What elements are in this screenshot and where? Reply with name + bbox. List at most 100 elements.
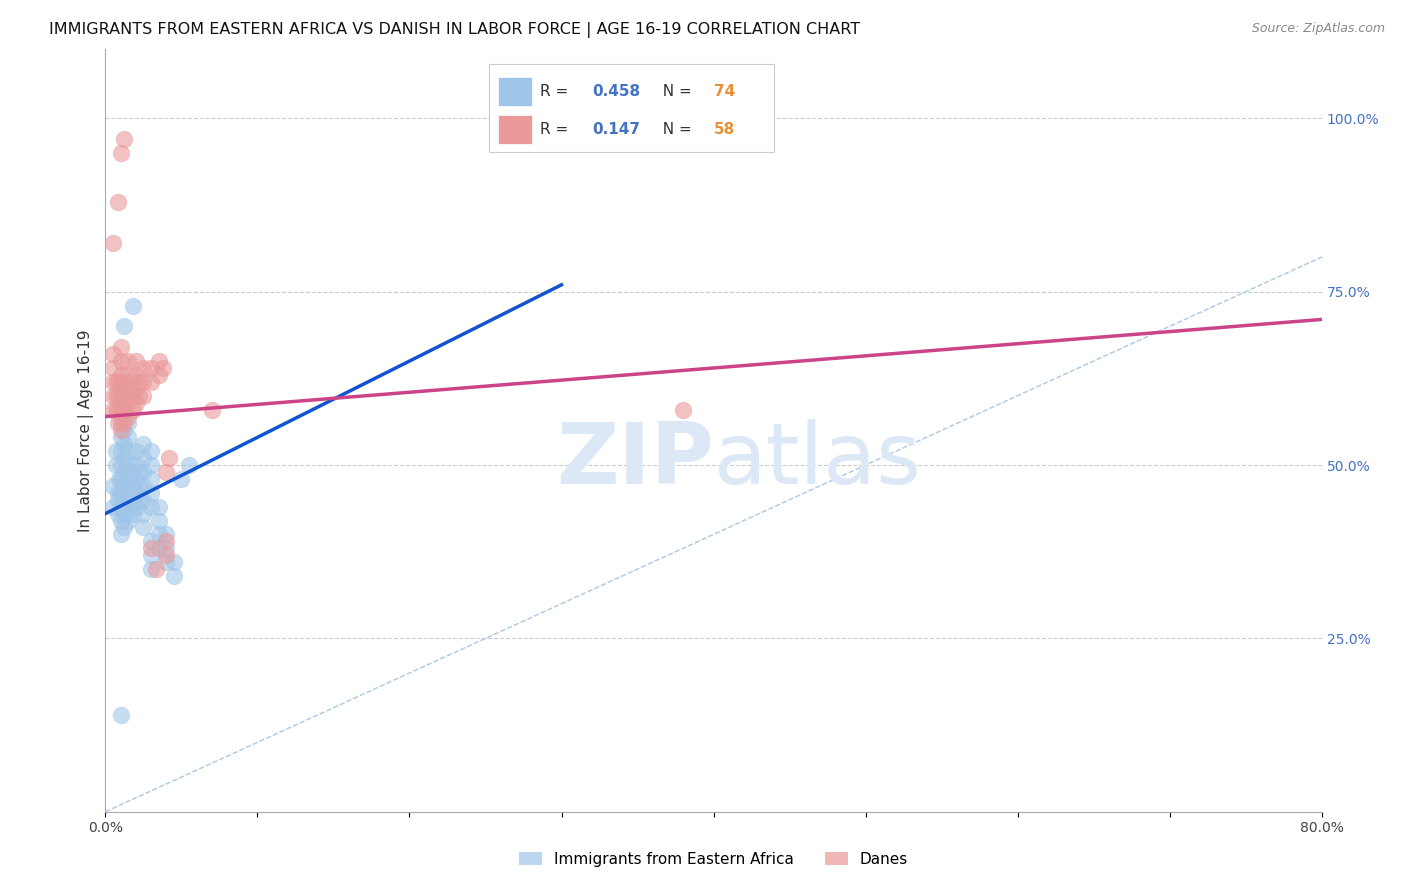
Point bbox=[110, 500, 132, 514]
Point bbox=[139, 485, 162, 500]
Point bbox=[139, 375, 162, 389]
Point bbox=[117, 354, 139, 368]
Point bbox=[101, 389, 124, 403]
Point bbox=[125, 444, 148, 458]
Point bbox=[101, 402, 124, 417]
Point bbox=[112, 319, 135, 334]
Point bbox=[672, 402, 695, 417]
Point bbox=[110, 430, 132, 444]
Point bbox=[117, 417, 139, 431]
Point bbox=[112, 389, 135, 403]
Point bbox=[128, 492, 150, 507]
Point bbox=[117, 430, 139, 444]
Point bbox=[117, 368, 139, 382]
Point bbox=[112, 451, 135, 466]
Point bbox=[201, 402, 224, 417]
FancyBboxPatch shape bbox=[498, 115, 533, 145]
FancyBboxPatch shape bbox=[488, 64, 775, 152]
Point bbox=[110, 472, 132, 486]
Point bbox=[112, 479, 135, 493]
Point bbox=[110, 444, 132, 458]
Point bbox=[155, 534, 177, 549]
Text: N =: N = bbox=[652, 121, 696, 136]
Point bbox=[112, 375, 135, 389]
Point bbox=[112, 520, 135, 534]
Text: Source: ZipAtlas.com: Source: ZipAtlas.com bbox=[1251, 22, 1385, 36]
Point bbox=[107, 485, 129, 500]
Point bbox=[155, 465, 177, 479]
Point bbox=[132, 389, 155, 403]
Point bbox=[125, 354, 148, 368]
Point bbox=[125, 395, 148, 409]
Point bbox=[110, 146, 132, 161]
Point bbox=[110, 389, 132, 403]
Y-axis label: In Labor Force | Age 16-19: In Labor Force | Age 16-19 bbox=[79, 329, 94, 532]
Point bbox=[107, 375, 129, 389]
Point bbox=[132, 492, 155, 507]
Point bbox=[110, 375, 132, 389]
Point bbox=[139, 500, 162, 514]
Point bbox=[117, 382, 139, 396]
Point bbox=[110, 382, 132, 396]
Point bbox=[148, 500, 170, 514]
Point bbox=[110, 514, 132, 528]
Point bbox=[121, 375, 143, 389]
Point bbox=[128, 389, 150, 403]
Point bbox=[112, 402, 135, 417]
Point bbox=[128, 479, 150, 493]
Point bbox=[125, 382, 148, 396]
Point bbox=[139, 361, 162, 376]
Point bbox=[132, 437, 155, 451]
Text: R =: R = bbox=[540, 84, 572, 98]
Text: IMMIGRANTS FROM EASTERN AFRICA VS DANISH IN LABOR FORCE | AGE 16-19 CORRELATION : IMMIGRANTS FROM EASTERN AFRICA VS DANISH… bbox=[49, 22, 860, 38]
Point bbox=[117, 444, 139, 458]
Point bbox=[121, 507, 143, 521]
Text: 58: 58 bbox=[713, 121, 735, 136]
Point bbox=[107, 194, 129, 209]
Point bbox=[121, 389, 143, 403]
Point bbox=[121, 479, 143, 493]
Point bbox=[155, 541, 177, 556]
Point bbox=[105, 402, 128, 417]
FancyBboxPatch shape bbox=[498, 78, 533, 106]
Point bbox=[112, 492, 135, 507]
Point bbox=[112, 465, 135, 479]
Point bbox=[110, 409, 132, 424]
Point bbox=[117, 409, 139, 424]
Point bbox=[121, 492, 143, 507]
Point bbox=[110, 340, 132, 354]
Point bbox=[132, 465, 155, 479]
Text: R =: R = bbox=[540, 121, 578, 136]
Point bbox=[117, 472, 139, 486]
Point bbox=[148, 368, 170, 382]
Point bbox=[139, 562, 162, 576]
Point bbox=[121, 465, 143, 479]
Point bbox=[117, 395, 139, 409]
Text: ZIP: ZIP bbox=[555, 419, 713, 502]
Point bbox=[125, 458, 148, 472]
Point bbox=[110, 395, 132, 409]
Point bbox=[101, 347, 124, 361]
Point bbox=[101, 479, 124, 493]
Point bbox=[128, 375, 150, 389]
Point bbox=[139, 472, 162, 486]
Point bbox=[105, 458, 128, 472]
Point bbox=[112, 417, 135, 431]
Point bbox=[170, 472, 193, 486]
Point bbox=[110, 527, 132, 541]
Point bbox=[139, 534, 162, 549]
Point bbox=[105, 375, 128, 389]
Point bbox=[148, 527, 170, 541]
Point bbox=[108, 472, 131, 486]
Point bbox=[163, 555, 186, 569]
Point bbox=[152, 361, 174, 376]
Point bbox=[112, 507, 135, 521]
Point bbox=[148, 354, 170, 368]
Point bbox=[101, 375, 124, 389]
Point bbox=[117, 514, 139, 528]
Point bbox=[148, 514, 170, 528]
Point bbox=[145, 562, 167, 576]
Point bbox=[110, 368, 132, 382]
Point bbox=[112, 132, 135, 146]
Point bbox=[125, 368, 148, 382]
